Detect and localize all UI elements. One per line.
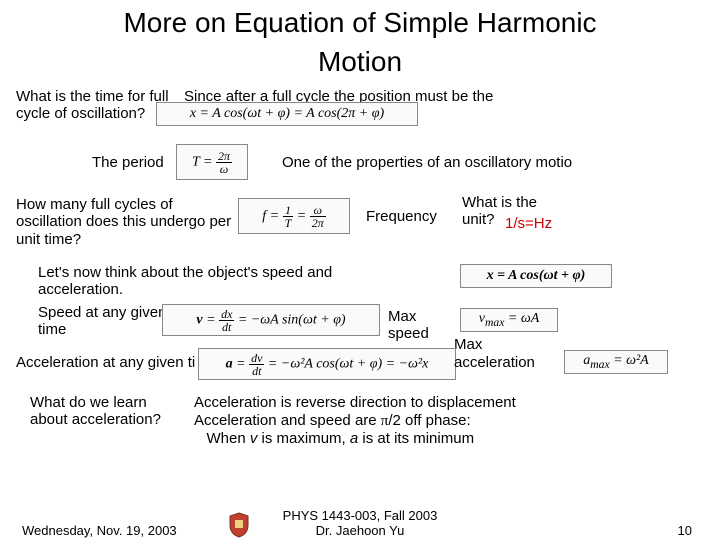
eq-frequency: f = 1T = ω2π	[238, 198, 350, 234]
speed-intro: Let's now think about the object's speed…	[38, 264, 378, 299]
speed-label: Speed at any given time	[38, 304, 178, 339]
max-accel-label: acceleration	[454, 354, 554, 371]
question-accel: What do we learn about acceleration?	[30, 394, 170, 429]
footer-course: PHYS 1443-003, Fall 2003Dr. Jaehoon Yu	[283, 508, 438, 538]
shield-icon	[228, 512, 250, 538]
title-line2: Motion	[0, 47, 720, 78]
title-line1: More on Equation of Simple Harmonic	[0, 8, 720, 39]
accel-label: Acceleration at any given ti	[16, 354, 216, 371]
unit-answer: 1/s=Hz	[505, 215, 552, 232]
eq-period: T = 2πω	[176, 144, 248, 180]
eq-amax-content: amax = ω²A	[583, 353, 649, 371]
eq-velocity: v = dxdt = −ωA sin(ωt + φ)	[162, 304, 380, 336]
eq-position-content: x = A cos(ωt + φ) = A cos(2π + φ)	[190, 106, 384, 122]
period-label: The period	[92, 154, 164, 171]
eq-velocity-content: v = dxdt = −ωA sin(ωt + φ)	[196, 308, 345, 333]
accel-note1: Acceleration is reverse direction to dis…	[194, 394, 624, 411]
footer-date: Wednesday, Nov. 19, 2003	[22, 523, 177, 538]
eq-position-short-content: x = A cos(ωt + φ)	[487, 268, 586, 284]
eq-vmax-content: vmax = ωA	[479, 311, 540, 329]
accel-note2: Acceleration and speed are π/2 off phase…	[194, 412, 624, 430]
eq-frequency-content: f = 1T = ω2π	[262, 204, 326, 229]
one-of-properties: One of the properties of an oscillatory …	[282, 154, 720, 171]
frequency-label: Frequency	[366, 208, 437, 225]
question-time: What is the time for full cycle of oscil…	[16, 88, 176, 123]
eq-position-full-cycle: x = A cos(ωt + φ) = A cos(2π + φ)	[156, 102, 418, 126]
question-cycles: How many full cycles of oscillation does…	[16, 196, 232, 248]
eq-period-content: T = 2πω	[192, 150, 232, 175]
eq-vmax: vmax = ωA	[460, 308, 558, 332]
eq-accel-content: a = dvdt = −ω²A cos(ωt + φ) = −ω²x	[226, 352, 429, 377]
eq-accel: a = dvdt = −ω²A cos(ωt + φ) = −ω²x	[198, 348, 456, 380]
max-accel-label-prefix: Max	[454, 336, 538, 353]
accel-note3: When v is maximum, a is at its minimum	[194, 430, 624, 447]
eq-position-short: x = A cos(ωt + φ)	[460, 264, 612, 288]
footer-page: 10	[678, 523, 692, 538]
eq-amax: amax = ω²A	[564, 350, 668, 374]
max-speed-label: Max speed	[388, 308, 448, 343]
